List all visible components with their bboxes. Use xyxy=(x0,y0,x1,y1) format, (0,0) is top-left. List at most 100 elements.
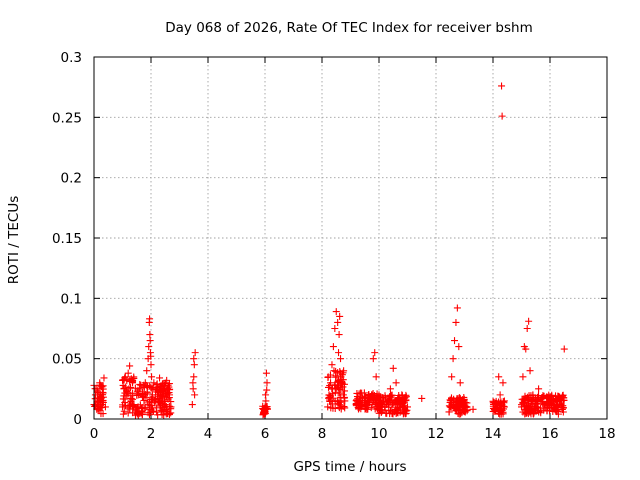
data-point xyxy=(128,379,136,387)
data-point xyxy=(402,407,410,415)
data-point xyxy=(492,401,500,409)
data-point xyxy=(527,405,535,413)
data-point xyxy=(93,385,101,393)
x-tick-label: 2 xyxy=(147,426,156,442)
data-point xyxy=(352,401,360,409)
data-point xyxy=(121,399,129,407)
data-point xyxy=(461,404,469,412)
data-point xyxy=(120,385,128,393)
data-point xyxy=(148,391,156,399)
data-point xyxy=(529,391,537,399)
data-point xyxy=(364,397,372,405)
data-point xyxy=(528,400,536,408)
data-point xyxy=(335,331,343,339)
data-point xyxy=(162,389,170,397)
data-point xyxy=(146,337,154,345)
data-point xyxy=(189,385,197,393)
data-point xyxy=(336,312,344,320)
data-point xyxy=(327,379,335,387)
data-point xyxy=(499,379,507,387)
data-point xyxy=(393,405,401,413)
data-point xyxy=(369,391,377,399)
data-point xyxy=(158,380,166,388)
data-point xyxy=(552,403,560,411)
data-point xyxy=(153,408,161,416)
data-point xyxy=(550,396,558,404)
data-point xyxy=(498,406,506,414)
data-point xyxy=(495,373,503,381)
data-point xyxy=(525,404,533,412)
data-point xyxy=(146,382,154,390)
data-point xyxy=(498,112,506,120)
data-point xyxy=(143,367,151,375)
data-point xyxy=(93,405,101,413)
data-point xyxy=(96,381,104,389)
data-point xyxy=(361,392,369,400)
data-point xyxy=(522,399,530,407)
data-point xyxy=(518,403,525,411)
data-point xyxy=(500,397,508,405)
data-point xyxy=(154,384,162,392)
data-point xyxy=(191,391,199,399)
data-point xyxy=(119,403,126,411)
data-point xyxy=(146,315,154,323)
data-point xyxy=(498,82,506,90)
data-point xyxy=(121,373,129,381)
data-point xyxy=(448,373,456,381)
y-tick-label: 0.25 xyxy=(52,110,82,126)
data-point xyxy=(449,355,457,363)
data-point xyxy=(555,393,563,401)
data-point xyxy=(331,404,339,412)
data-point xyxy=(341,387,349,395)
data-point xyxy=(326,392,334,400)
data-point xyxy=(331,384,339,392)
data-point xyxy=(330,367,338,375)
data-point xyxy=(263,379,271,387)
data-point xyxy=(190,361,198,369)
data-point xyxy=(99,398,107,406)
y-tick-label: 0 xyxy=(73,412,82,428)
data-point xyxy=(447,397,455,405)
data-point xyxy=(371,349,379,357)
data-point xyxy=(101,403,109,411)
data-point xyxy=(335,349,343,357)
data-point xyxy=(496,399,504,407)
data-point xyxy=(560,345,568,353)
data-point xyxy=(260,409,268,417)
data-point xyxy=(496,391,504,399)
data-point xyxy=(456,379,464,387)
data-point xyxy=(558,405,566,413)
y-tick-label: 0.2 xyxy=(61,171,82,187)
y-tick-label: 0.3 xyxy=(61,50,82,66)
data-point xyxy=(381,403,389,411)
data-point xyxy=(328,400,336,408)
data-point xyxy=(331,325,339,332)
data-point xyxy=(458,397,466,405)
data-point xyxy=(144,400,152,408)
data-point xyxy=(532,397,540,405)
data-point xyxy=(91,391,99,399)
data-point xyxy=(100,374,108,382)
data-point xyxy=(148,373,156,381)
x-axis-label: GPS time / hours xyxy=(293,459,406,475)
data-point xyxy=(138,411,146,419)
data-point xyxy=(143,388,151,396)
data-point xyxy=(445,408,453,416)
data-point xyxy=(554,410,562,418)
data-point xyxy=(138,393,146,401)
data-point xyxy=(455,343,463,351)
data-point xyxy=(458,409,466,417)
data-point xyxy=(328,361,336,369)
data-point xyxy=(332,308,340,316)
data-point xyxy=(469,405,477,413)
data-point xyxy=(356,396,364,404)
data-point xyxy=(525,317,533,325)
data-point xyxy=(326,371,334,379)
data-point xyxy=(446,403,454,411)
data-point xyxy=(533,403,541,411)
x-tick-label: 16 xyxy=(541,426,558,442)
data-point xyxy=(491,408,499,416)
x-tick-label: 10 xyxy=(370,426,387,442)
data-point xyxy=(130,401,138,409)
